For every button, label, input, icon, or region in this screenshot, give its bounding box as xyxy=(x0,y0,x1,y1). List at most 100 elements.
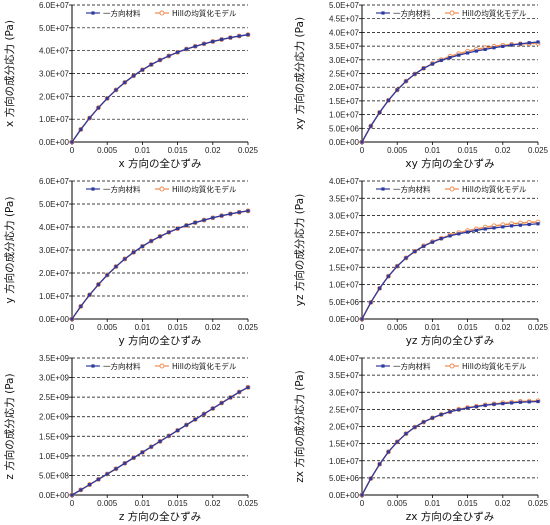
chart-panel-1: 0.0E+00 1.0E+07 2.0E+07 3.0E+07 4.0E+07 5.0E+… xyxy=(3,1,259,170)
data-point xyxy=(211,406,215,411)
data-point xyxy=(448,410,452,414)
data-point xyxy=(79,127,83,132)
y-tick-label: 1.5E+07 xyxy=(329,97,360,106)
data-point xyxy=(176,50,180,54)
data-point xyxy=(474,49,478,53)
data-point xyxy=(395,264,399,268)
x-tick-label: 0.015 xyxy=(458,146,479,155)
data-point xyxy=(466,230,470,234)
data-point xyxy=(492,226,496,230)
data-point xyxy=(149,62,153,67)
y-tick-label: 1.0E+07 xyxy=(329,111,360,120)
y-tick-label: 4.0E+07 xyxy=(329,28,360,37)
y-axis-label: x 方向の成分応力 (Pa) xyxy=(3,20,16,127)
data-point xyxy=(422,244,426,248)
data-point xyxy=(501,225,505,229)
data-point xyxy=(483,47,487,51)
data-point xyxy=(457,232,461,236)
data-point xyxy=(413,249,417,253)
data-point xyxy=(114,88,118,92)
y-tick-label: 0.0E+00 xyxy=(39,138,70,147)
data-point xyxy=(184,47,188,51)
data-point xyxy=(140,244,144,248)
data-point xyxy=(457,53,461,57)
x-axis-label: x 方向の全ひずみ xyxy=(118,157,201,170)
data-point xyxy=(510,43,514,47)
y-tick-label: 1.5E+07 xyxy=(329,263,360,272)
data-point xyxy=(404,432,408,436)
x-tick-label: 0 xyxy=(70,323,75,332)
data-point xyxy=(492,402,496,406)
data-point xyxy=(360,140,364,144)
data-point xyxy=(114,467,118,471)
y-tick-label: 2.0E+07 xyxy=(329,246,360,255)
y-axis-label: y 方向の成分応力 (Pa) xyxy=(3,197,16,304)
data-point xyxy=(184,223,188,227)
y-tick-label: 3.0E+07 xyxy=(329,212,360,221)
data-point xyxy=(510,224,514,228)
legend-label: Hillの均質化モデル xyxy=(462,8,527,18)
data-point xyxy=(474,228,478,232)
y-tick-label: 3.0E+09 xyxy=(39,374,70,383)
legend-label: 一方向材料 xyxy=(393,8,431,18)
y-tick-label: 0.0E+00 xyxy=(329,491,360,500)
data-point xyxy=(501,401,505,406)
x-tick-label: 0.015 xyxy=(168,499,189,508)
x-tick-label: 0.01 xyxy=(135,323,151,332)
data-point xyxy=(202,218,206,222)
data-point xyxy=(105,96,109,100)
data-point xyxy=(536,399,540,404)
legend-marker xyxy=(381,187,385,191)
y-tick-label: 1.0E+07 xyxy=(329,281,360,290)
y-tick-label: 3.5E+07 xyxy=(329,194,360,203)
data-point xyxy=(246,33,250,37)
data-point xyxy=(132,250,136,254)
data-point xyxy=(149,239,153,243)
y-tick-label: 6.0E+07 xyxy=(39,177,70,186)
data-point xyxy=(167,230,171,234)
x-tick-label: 0.01 xyxy=(425,323,441,332)
data-point xyxy=(88,116,92,120)
data-point xyxy=(395,88,399,92)
x-tick-label: 0.02 xyxy=(205,323,221,332)
x-tick-label: 0.015 xyxy=(458,323,479,332)
data-point xyxy=(123,80,127,85)
data-point xyxy=(518,400,522,404)
legend-label: 一方向材料 xyxy=(103,8,141,18)
legend-label: 一方向材料 xyxy=(393,184,431,194)
y-tick-label: 5.0E+06 xyxy=(329,298,360,307)
legend-label: Hillの均質化モデル xyxy=(462,361,527,371)
data-point xyxy=(439,237,443,241)
data-point xyxy=(228,36,232,40)
data-point xyxy=(193,417,197,422)
y-axis-label: z 方向の成分応力 (Pa) xyxy=(3,373,16,479)
data-point xyxy=(96,282,100,287)
series-line-1 xyxy=(361,400,539,496)
data-point xyxy=(70,317,74,321)
data-point xyxy=(220,401,224,405)
y-tick-label: 1.5E+09 xyxy=(39,432,70,441)
data-point xyxy=(211,39,215,44)
x-tick-label: 0 xyxy=(70,146,75,155)
legend-label: 一方向材料 xyxy=(103,184,141,194)
legend-marker xyxy=(449,186,455,192)
data-point xyxy=(88,483,92,487)
data-point xyxy=(369,476,373,481)
data-point xyxy=(123,257,127,261)
data-point xyxy=(510,401,514,405)
data-point xyxy=(413,425,417,429)
data-point xyxy=(386,274,390,278)
data-point xyxy=(167,434,171,438)
data-point xyxy=(184,423,188,427)
x-tick-label: 0.005 xyxy=(97,499,118,508)
data-point xyxy=(79,488,83,492)
x-tick-label: 0.025 xyxy=(238,146,259,155)
legend-label: Hillの均質化モデル xyxy=(172,361,237,371)
data-point xyxy=(246,385,250,389)
data-point xyxy=(88,293,92,297)
data-point xyxy=(413,72,417,76)
data-point xyxy=(237,34,241,38)
x-tick-label: 0.015 xyxy=(168,146,189,155)
x-tick-label: 0 xyxy=(70,499,75,508)
